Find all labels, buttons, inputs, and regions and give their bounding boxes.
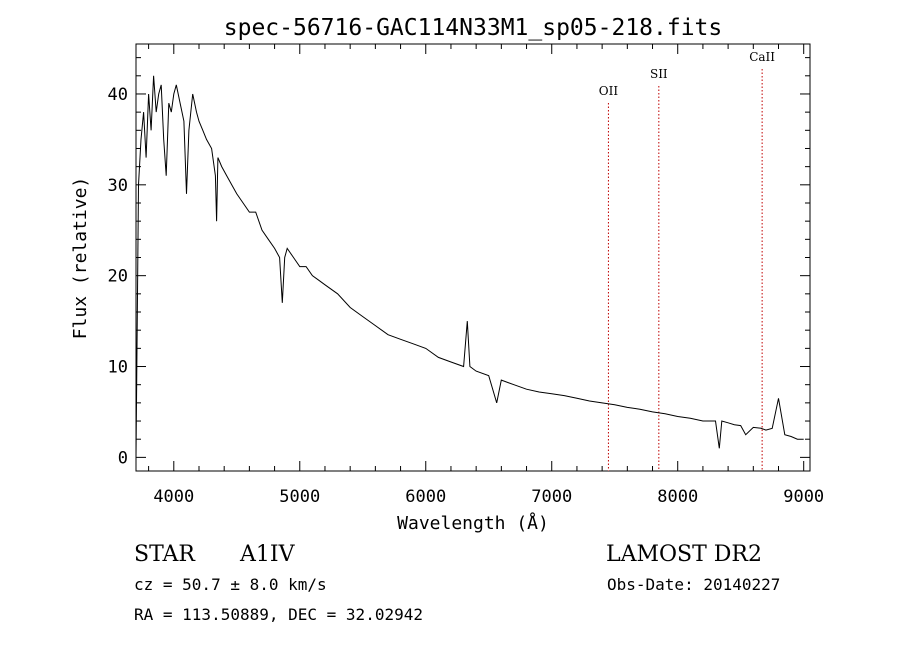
y-tick-label: 20 [108,267,128,287]
object-class: STAR [134,542,196,567]
observation-date: Obs-Date: 20140227 [607,575,780,594]
y-tick-label: 40 [108,85,128,105]
y-tick-label: 0 [118,448,128,468]
y-tick-label: 10 [108,358,128,378]
plot-frame [135,43,811,472]
x-tick-label: 4000 [153,487,194,507]
line-marker-label: SII [650,67,668,81]
x-axis-label: Wavelength (Å) [397,512,549,534]
x-axis-ticks: 4000 5000 6000 7000 8000 9000 [148,44,824,507]
coordinates: RA = 113.50889, DEC = 32.02942 [134,605,423,624]
x-tick-label: 7000 [531,487,572,507]
x-tick-label: 5000 [279,487,320,507]
survey-name: LAMOST DR2 [606,542,762,567]
x-tick-label: 9000 [783,487,824,507]
y-tick-label: 30 [108,176,128,196]
object-subclass: A1IV [239,542,296,567]
plot-area: 4000 5000 6000 7000 8000 9000 0 10 20 30 40 OII SI… [108,43,824,507]
x-tick-label: 6000 [405,487,446,507]
spectrum-line [135,75,804,458]
line-marker-label: OII [599,84,619,98]
y-axis-ticks: 0 10 20 30 40 [108,57,810,468]
x-tick-label: 8000 [657,487,698,507]
line-marker-label: CaII [749,50,775,64]
redshift-cz: cz = 50.7 ± 8.0 km/s [134,575,327,594]
y-axis-label: Flux (relative) [70,177,91,340]
chart-title: spec-56716-GAC114N33M1_sp05-218.fits [224,15,723,41]
line-markers: OII SII CaII [599,50,775,471]
